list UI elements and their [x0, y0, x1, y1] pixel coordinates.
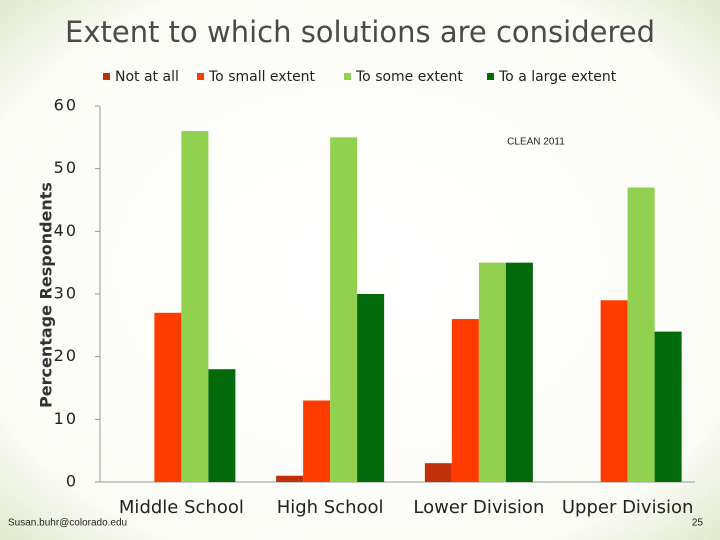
bar — [208, 369, 236, 482]
y-tick-label: 40 — [54, 221, 78, 240]
bar — [424, 463, 452, 482]
bar — [451, 319, 479, 482]
legend-swatch — [344, 73, 351, 80]
y-tick-label: 60 — [54, 96, 78, 115]
legend-swatch — [487, 73, 494, 80]
y-tick-label: 20 — [54, 346, 78, 365]
x-tick-label: Upper Division — [562, 497, 694, 518]
bar — [478, 262, 506, 482]
x-tick-label: Middle School — [119, 497, 244, 518]
y-tick-label: 30 — [54, 284, 78, 303]
annotation: CLEAN 2011 — [507, 137, 565, 148]
legend-swatch — [103, 73, 110, 80]
bar — [654, 331, 682, 482]
bar — [303, 400, 331, 482]
bar — [627, 187, 655, 482]
chart-title: Extent to which solutions are considered — [65, 15, 655, 49]
legend-label: To some extent — [355, 69, 463, 85]
y-axis-label: Percentage Respondents — [37, 182, 56, 408]
x-tick-label: Lower Division — [413, 497, 544, 518]
bar — [181, 131, 209, 483]
bar — [505, 262, 533, 482]
legend-swatch — [197, 73, 204, 80]
bar — [357, 294, 385, 482]
y-tick-label: 0 — [66, 472, 78, 491]
page-number: 25 — [692, 518, 704, 529]
bar — [330, 137, 358, 483]
bar — [154, 312, 182, 482]
legend-label: To a large extent — [498, 69, 617, 85]
y-tick-label: 50 — [54, 158, 78, 177]
footer-author: Susan.buhr@colorado.edu — [8, 518, 127, 529]
y-tick-label: 10 — [54, 409, 78, 428]
legend-label: Not at all — [115, 69, 179, 85]
bar — [276, 475, 304, 482]
bar — [600, 300, 628, 482]
x-tick-label: High School — [277, 497, 384, 518]
legend-label: To small extent — [208, 69, 316, 85]
